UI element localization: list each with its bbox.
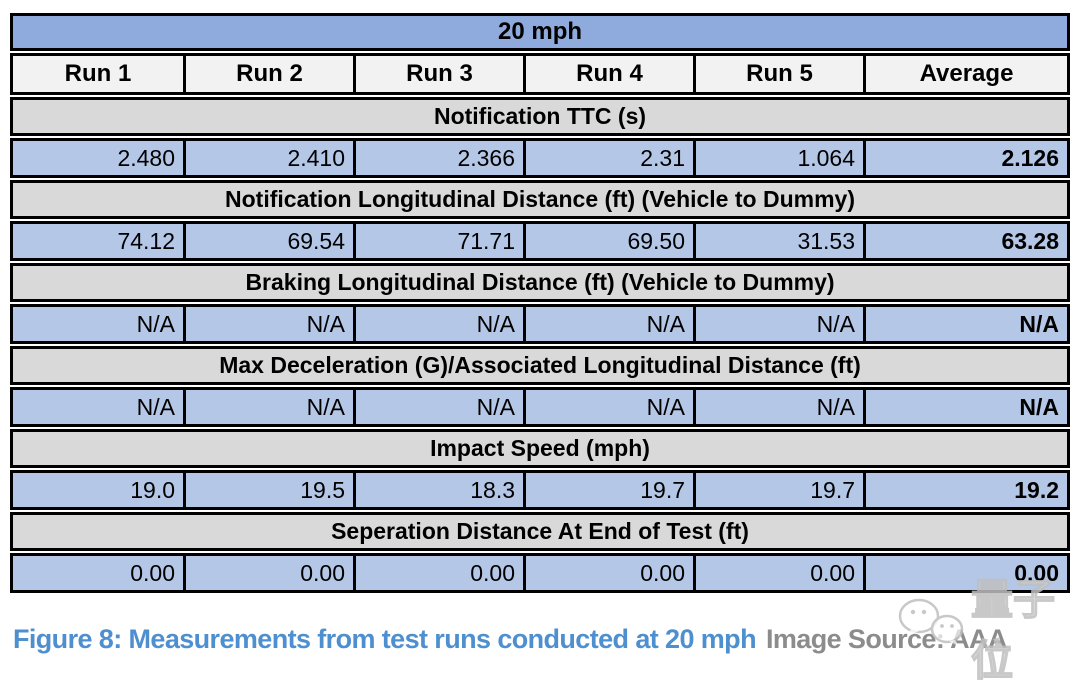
section-label: Notification Longitudinal Distance (ft) … bbox=[225, 186, 855, 212]
table-title-row: 20 mph bbox=[10, 13, 1070, 51]
figure-caption-text: Figure 8: Measurements from test runs co… bbox=[13, 624, 757, 654]
data-cell: N/A bbox=[183, 390, 353, 424]
section-header-row: Braking Longitudinal Distance (ft) (Vehi… bbox=[10, 263, 1070, 302]
section-header-row: Seperation Distance At End of Test (ft) bbox=[10, 512, 1070, 551]
column-header-run3: Run 3 bbox=[353, 56, 523, 92]
data-cell: N/A bbox=[353, 307, 523, 341]
data-cell: 0.00 bbox=[523, 556, 693, 590]
average-cell: N/A bbox=[863, 307, 1067, 341]
data-row: N/A N/A N/A N/A N/A N/A bbox=[10, 387, 1070, 427]
image-source-text: Image Source: AAA bbox=[765, 624, 1007, 654]
data-cell: 19.7 bbox=[693, 473, 863, 507]
data-cell: 2.31 bbox=[523, 141, 693, 175]
data-cell: 71.71 bbox=[353, 224, 523, 258]
data-cell: 0.00 bbox=[353, 556, 523, 590]
average-cell: 63.28 bbox=[863, 224, 1067, 258]
section-label: Braking Longitudinal Distance (ft) (Vehi… bbox=[245, 269, 835, 295]
data-cell: 0.00 bbox=[693, 556, 863, 590]
average-cell: 2.126 bbox=[863, 141, 1067, 175]
data-row: 2.480 2.410 2.366 2.31 1.064 2.126 bbox=[10, 138, 1070, 178]
average-cell: N/A bbox=[863, 390, 1067, 424]
average-cell: 19.2 bbox=[863, 473, 1067, 507]
column-header-run2: Run 2 bbox=[183, 56, 353, 92]
data-cell: N/A bbox=[183, 307, 353, 341]
data-cell: 74.12 bbox=[117, 227, 175, 254]
section-header-row: Notification TTC (s) bbox=[10, 97, 1070, 136]
data-cell: 0.00 bbox=[130, 559, 175, 586]
data-row: 19.0 19.5 18.3 19.7 19.7 19.2 bbox=[10, 470, 1070, 510]
column-header-average: Average bbox=[863, 56, 1067, 92]
data-cell: 69.54 bbox=[183, 224, 353, 258]
column-header-row: Run 1 Run 2 Run 3 Run 4 Run 5 Average bbox=[10, 53, 1070, 95]
data-cell: 19.0 bbox=[130, 476, 175, 503]
figure-caption: Figure 8: Measurements from test runs co… bbox=[13, 624, 1075, 655]
data-cell: N/A bbox=[693, 390, 863, 424]
measurements-table: 20 mph Run 1 Run 2 Run 3 Run 4 Run 5 Ave… bbox=[10, 13, 1070, 593]
section-label: Notification TTC (s) bbox=[433, 103, 647, 129]
data-cell: N/A bbox=[693, 307, 863, 341]
data-cell: 18.3 bbox=[353, 473, 523, 507]
column-header-run4: Run 4 bbox=[523, 56, 693, 92]
column-header-run1: Run 1 bbox=[64, 60, 132, 87]
data-cell: 19.5 bbox=[183, 473, 353, 507]
section-label: Seperation Distance At End of Test (ft) bbox=[331, 518, 749, 544]
average-cell: 0.00 bbox=[863, 556, 1067, 590]
section-header-row: Max Deceleration (G)/Associated Longitud… bbox=[10, 346, 1070, 385]
data-cell: 19.7 bbox=[523, 473, 693, 507]
data-cell: 69.50 bbox=[523, 224, 693, 258]
data-cell: 2.480 bbox=[117, 144, 175, 171]
data-cell: 1.064 bbox=[693, 141, 863, 175]
data-cell: N/A bbox=[136, 393, 175, 420]
data-cell: 31.53 bbox=[693, 224, 863, 258]
data-row: 74.12 69.54 71.71 69.50 31.53 63.28 bbox=[10, 221, 1070, 261]
data-row: N/A N/A N/A N/A N/A N/A bbox=[10, 304, 1070, 344]
data-cell: 2.366 bbox=[353, 141, 523, 175]
data-row: 0.00 0.00 0.00 0.00 0.00 0.00 bbox=[10, 553, 1070, 593]
table-title: 20 mph bbox=[497, 18, 583, 45]
data-cell: N/A bbox=[136, 310, 175, 337]
section-header-row: Notification Longitudinal Distance (ft) … bbox=[10, 180, 1070, 219]
data-cell: 2.410 bbox=[183, 141, 353, 175]
column-header-run5: Run 5 bbox=[693, 56, 863, 92]
section-header-row: Impact Speed (mph) bbox=[10, 429, 1070, 468]
data-cell: N/A bbox=[353, 390, 523, 424]
section-label: Impact Speed (mph) bbox=[430, 435, 650, 461]
data-cell: 0.00 bbox=[183, 556, 353, 590]
data-cell: N/A bbox=[523, 390, 693, 424]
data-cell: N/A bbox=[523, 307, 693, 341]
section-label: Max Deceleration (G)/Associated Longitud… bbox=[219, 352, 861, 378]
